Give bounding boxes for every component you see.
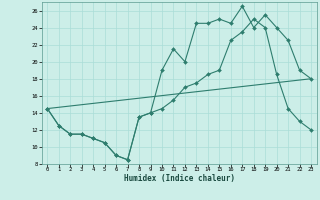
X-axis label: Humidex (Indice chaleur): Humidex (Indice chaleur) [124, 174, 235, 183]
